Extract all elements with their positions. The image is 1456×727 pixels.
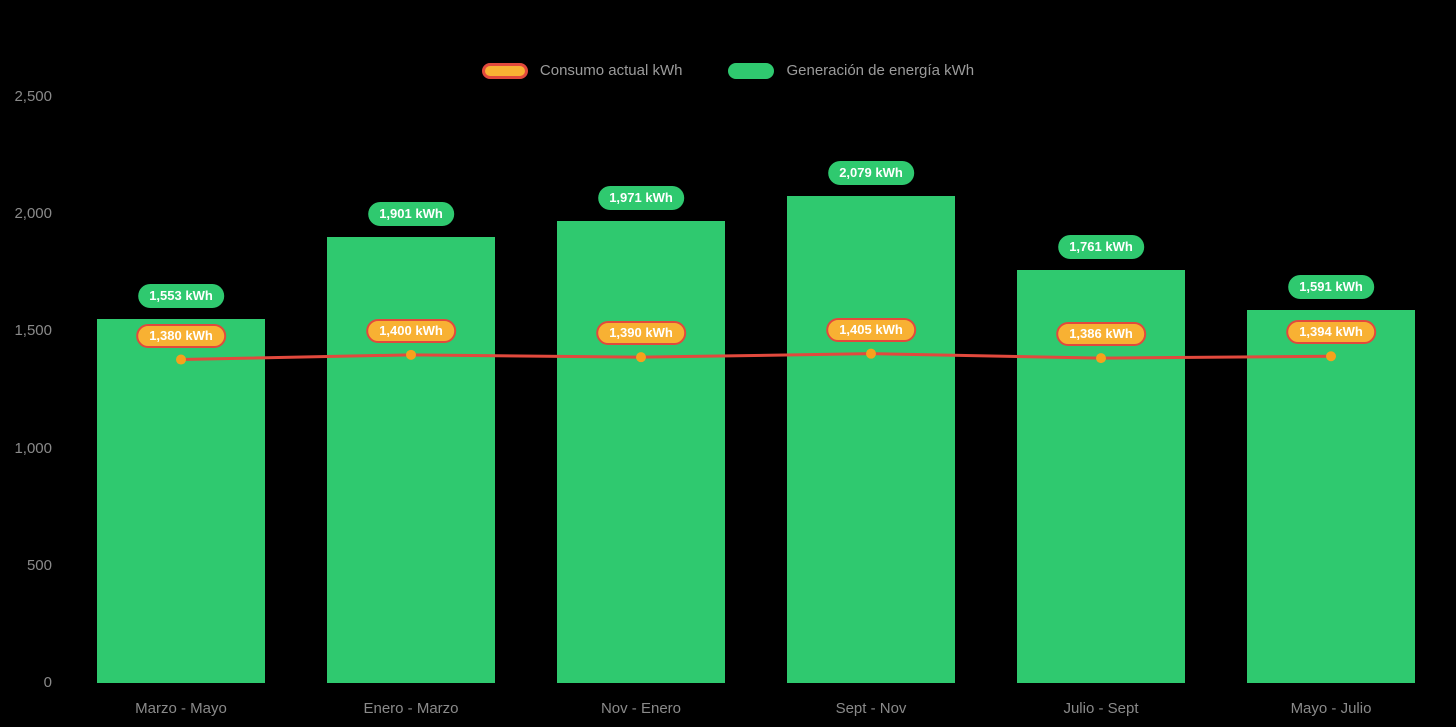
line-value-label: 1,386 kWh (1056, 322, 1146, 347)
x-axis-label: Marzo - Mayo (135, 700, 227, 717)
y-axis-tick-label: 2,500 (14, 88, 52, 105)
x-axis-label: Julio - Sept (1063, 700, 1139, 717)
generation-bar[interactable] (787, 195, 955, 683)
y-axis-tick-label: 500 (26, 556, 52, 574)
bar-value-label: 1,971 kWh (598, 185, 684, 210)
bar-value-label: 2,079 kWh (828, 160, 914, 185)
legend-label-generacion: Generación de energía kWh (786, 62, 975, 79)
bar-value-label: 1,553 kWh (138, 283, 224, 308)
generation-bar[interactable] (327, 237, 495, 683)
y-axis-tick-label: 1,000 (14, 439, 52, 457)
consumo-actual-swatch-icon (481, 62, 528, 79)
line-value-label: 1,400 kWh (366, 318, 456, 343)
generation-bar[interactable] (1247, 310, 1415, 683)
line-value-label: 1,380 kWh (136, 323, 226, 348)
line-value-label: 1,394 kWh (1286, 320, 1376, 345)
legend: Consumo actual kWh Generación de energía… (0, 62, 1456, 79)
y-axis-tick-label: 0 (43, 674, 52, 691)
generation-bar[interactable] (557, 220, 725, 683)
generacion-swatch-icon (728, 62, 775, 79)
legend-item-generacion[interactable]: Generación de energía kWh (728, 62, 974, 79)
line-value-label: 1,390 kWh (596, 321, 686, 346)
x-axis-label: Enero - Marzo (363, 700, 459, 717)
bar-value-label: 1,901 kWh (368, 202, 454, 227)
generation-bar[interactable] (97, 318, 265, 683)
legend-label-consumo-actual: Consumo actual kWh (539, 62, 683, 79)
y-axis-tick-label: 1,500 (14, 322, 52, 340)
legend-item-consumo-actual[interactable]: Consumo actual kWh (481, 62, 683, 79)
x-axis-label: Mayo - Julio (1290, 700, 1372, 717)
bar-value-label: 1,761 kWh (1058, 235, 1144, 260)
bar-value-label: 1,591 kWh (1288, 275, 1374, 300)
line-value-label: 1,405 kWh (826, 317, 916, 342)
x-axis-label: Sept - Nov (835, 700, 907, 717)
x-axis-label: Nov - Enero (600, 700, 682, 717)
y-axis-tick-label: 2,000 (14, 205, 52, 223)
